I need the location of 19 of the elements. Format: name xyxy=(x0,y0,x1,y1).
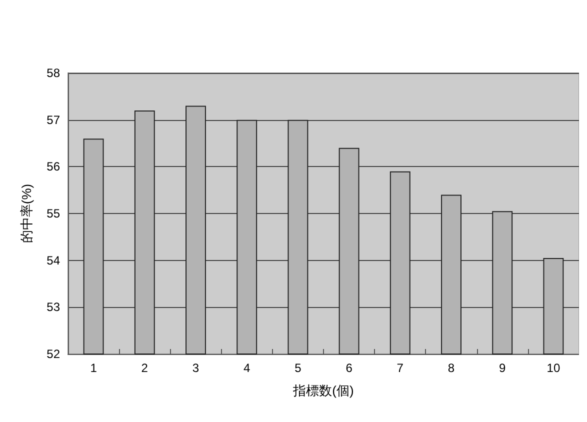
x-tick-label: 4 xyxy=(244,361,251,375)
y-tick-label: 56 xyxy=(46,160,60,174)
x-tick-label: 1 xyxy=(90,361,98,375)
y-tick-label: 55 xyxy=(46,206,60,220)
y-axis-title: 的中率(%) xyxy=(19,184,34,244)
y-tick-label: 53 xyxy=(46,300,60,314)
x-tick-label: 5 xyxy=(294,361,302,375)
x-tick-label: 3 xyxy=(192,361,200,375)
y-tick-label: 52 xyxy=(46,347,60,361)
y-tick-label: 58 xyxy=(46,66,60,80)
x-tick-label: 6 xyxy=(346,361,353,375)
x-tick-label: 2 xyxy=(141,361,148,375)
y-tick-label: 57 xyxy=(46,112,60,127)
x-tick-label: 7 xyxy=(396,361,404,375)
y-tick-label: 54 xyxy=(46,253,60,268)
x-tick-label: 10 xyxy=(546,361,560,375)
x-tick-label: 9 xyxy=(499,361,506,375)
x-tick-label: 8 xyxy=(448,361,455,375)
x-axis-title: 指標数(個) xyxy=(292,383,354,398)
